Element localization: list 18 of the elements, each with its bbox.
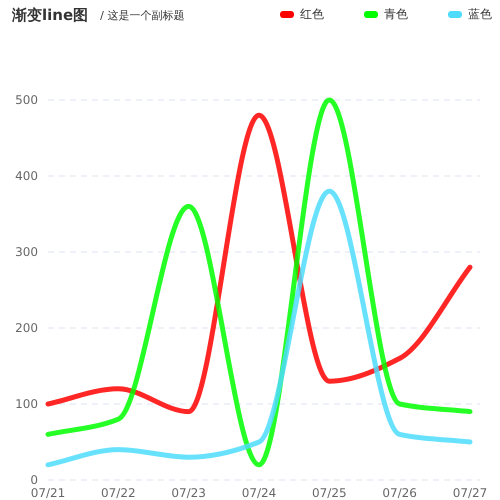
legend-label: 红色 bbox=[300, 7, 324, 21]
y-tick-label: 0 bbox=[30, 473, 38, 487]
y-tick-label: 100 bbox=[15, 397, 38, 411]
y-tick-label: 200 bbox=[15, 321, 38, 335]
legend-label: 青色 bbox=[384, 7, 408, 21]
x-tick-label: 07/27 bbox=[452, 486, 488, 500]
x-tick-label: 07/23 bbox=[171, 486, 206, 500]
x-tick-label: 07/24 bbox=[242, 486, 276, 500]
x-tick-label: 07/22 bbox=[101, 486, 136, 500]
y-tick-label: 300 bbox=[15, 245, 38, 259]
chart-subtitle: / 这是一个副标题 bbox=[100, 9, 184, 22]
x-tick-label: 07/26 bbox=[382, 486, 417, 500]
x-tick-label: 07/25 bbox=[312, 486, 347, 500]
legend-label: 蓝色 bbox=[468, 7, 492, 21]
y-tick-label: 500 bbox=[15, 93, 38, 107]
chart-title: 渐变line图 bbox=[11, 6, 88, 24]
y-tick-label: 400 bbox=[15, 169, 38, 183]
x-tick-label: 07/21 bbox=[30, 486, 66, 500]
